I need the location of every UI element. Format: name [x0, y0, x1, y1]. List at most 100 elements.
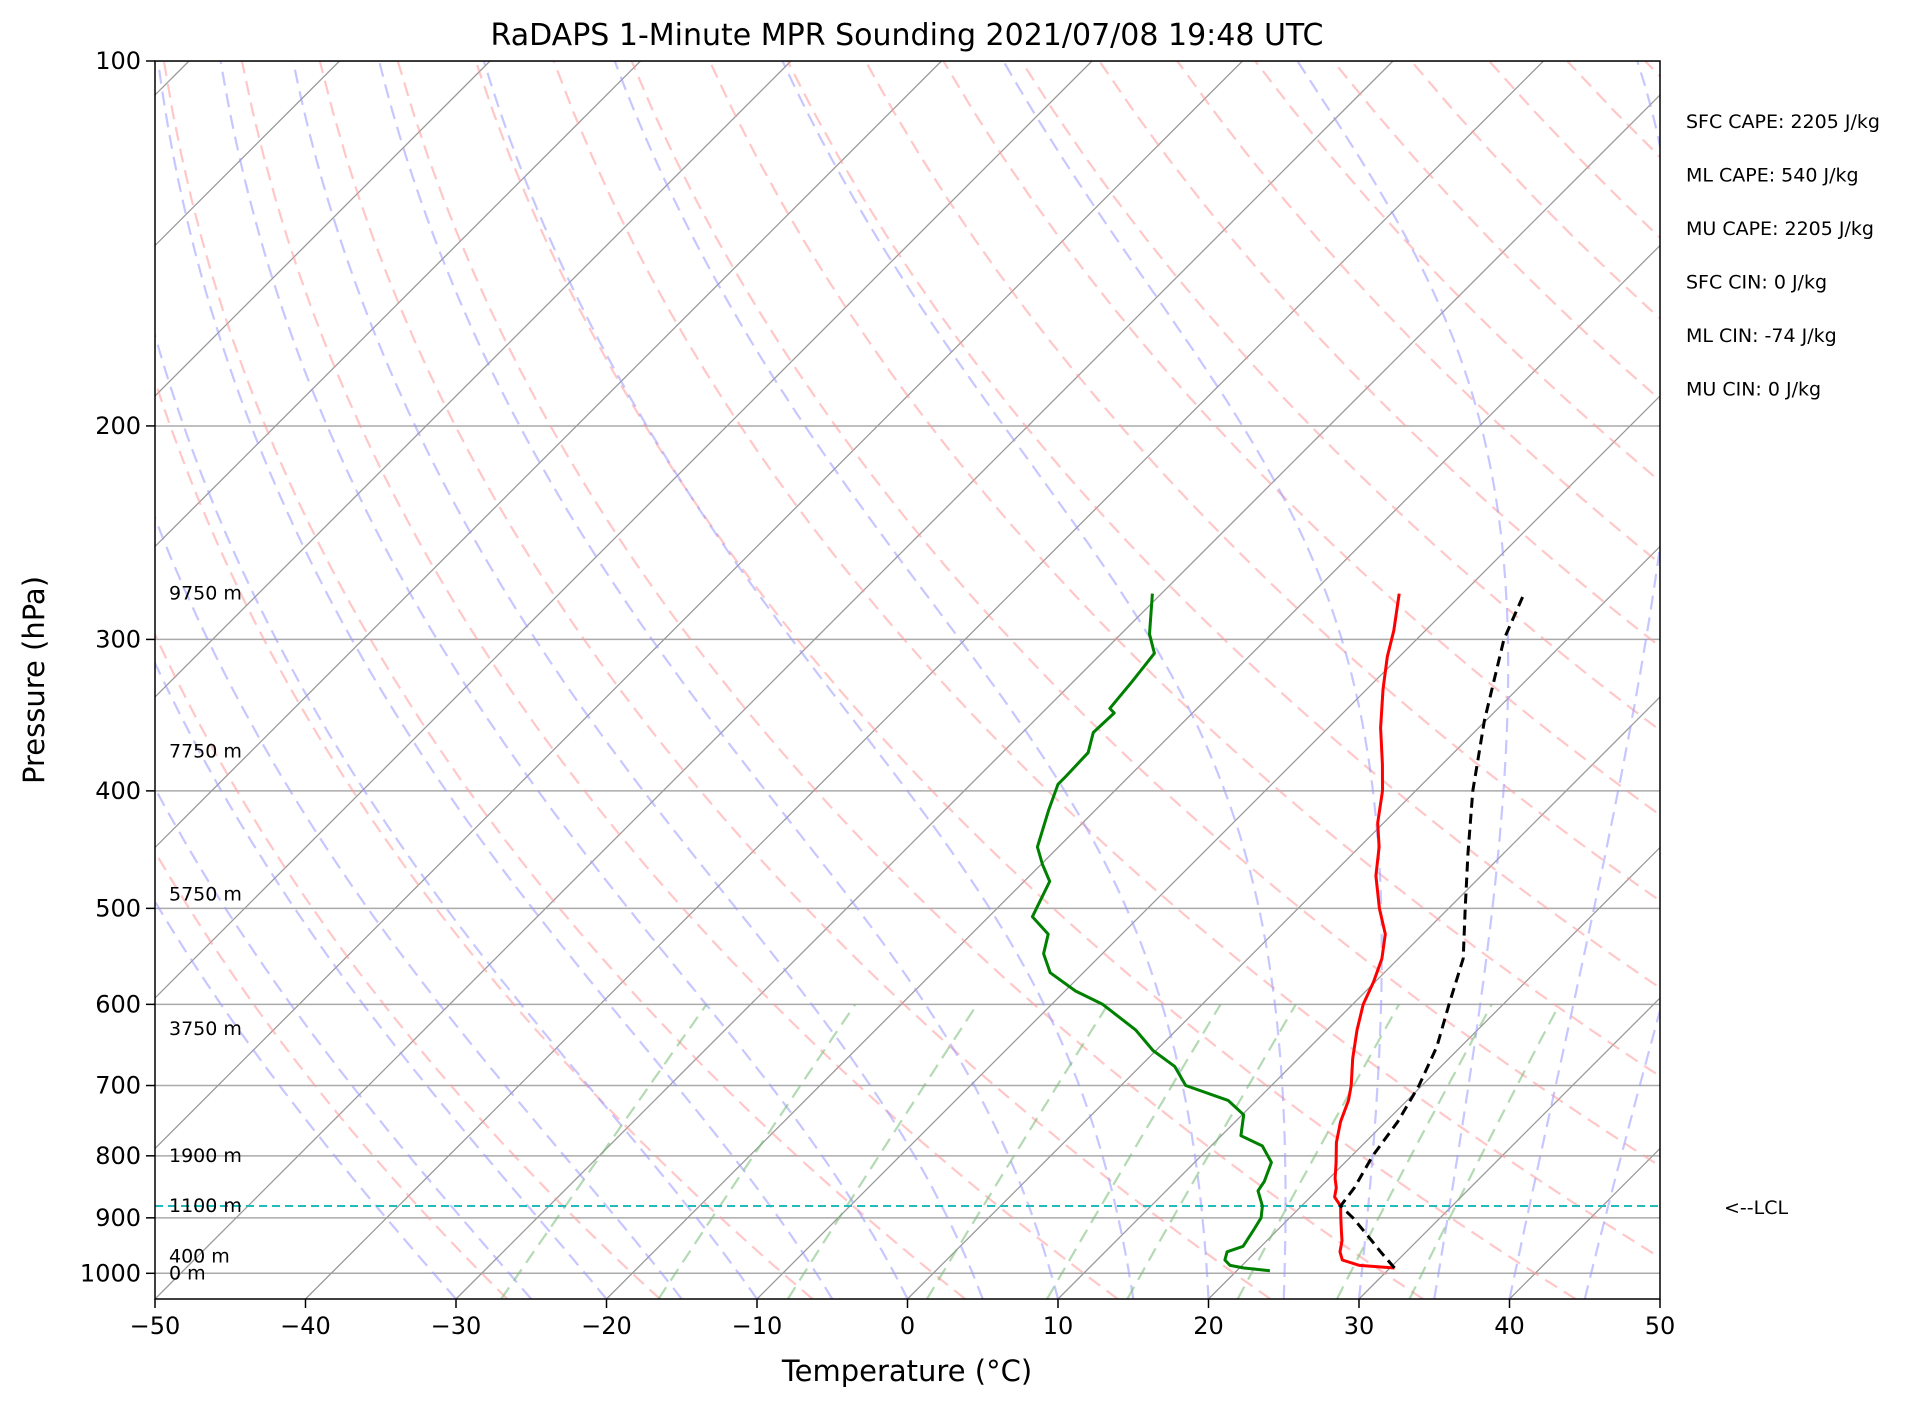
mixing-ratio-line: [657, 1003, 857, 1299]
y-axis-label: Pressure (hPa): [17, 576, 51, 784]
dry-adiabat-line: [1566, 61, 1660, 159]
dry-adiabat-line: [1410, 61, 1660, 320]
isotherm-line: [1208, 846, 1660, 1299]
background-lines: [155, 61, 1925, 1299]
height-label: 400 m: [169, 1246, 230, 1268]
index-label: SFC CAPE: 2205 J/kg: [1686, 111, 1880, 133]
dry-adiabat-line: [630, 61, 1660, 1168]
y-tick-label: 500: [95, 894, 141, 922]
dry-adiabat-line: [1332, 61, 1660, 402]
index-label: ML CAPE: 540 J/kg: [1686, 165, 1859, 187]
x-tick-label: 30: [1344, 1312, 1375, 1340]
moist-adiabat-line: [155, 515, 683, 1299]
dry-adiabat-line: [474, 61, 1577, 1299]
x-tick-label: 20: [1193, 1312, 1224, 1340]
dry-adiabat-line: [1254, 61, 1660, 483]
isotherm-line: [155, 61, 641, 548]
dry-adiabat-line: [155, 849, 509, 1299]
dewpoint-line: [1030, 593, 1273, 1273]
x-tick-label: −50: [130, 1312, 181, 1340]
mixing-ratio-line: [1046, 1003, 1222, 1299]
y-tick-label: 300: [95, 625, 141, 653]
dry-adiabat-line: [1020, 61, 1660, 732]
isotherm-line: [1509, 1147, 1660, 1299]
isotherm-line: [155, 61, 491, 397]
dry-adiabat-line: [1098, 61, 1660, 648]
moist-adiabat-line: [155, 660, 608, 1299]
height-label: 5750 m: [169, 883, 242, 905]
moist-adiabat-line: [155, 899, 457, 1299]
mixing-ratio-line: [1126, 1003, 1297, 1299]
y-tick-label: 200: [95, 412, 141, 440]
isotherm-line: [155, 61, 942, 849]
x-tick-label: 40: [1494, 1312, 1525, 1340]
height-label: 3750 m: [169, 1018, 242, 1040]
dry-adiabat-line: [162, 61, 966, 1299]
isotherm-line: [1358, 997, 1660, 1299]
y-tick-label: 1000: [80, 1259, 141, 1287]
mixing-ratio-line: [1336, 1003, 1493, 1299]
moist-adiabat-line: [155, 331, 758, 1299]
y-tick-label: 800: [95, 1142, 141, 1170]
chart-title: RaDAPS 1-Minute MPR Sounding 2021/07/08 …: [491, 18, 1324, 53]
dry-adiabat-line: [552, 61, 1660, 1259]
x-axis: −50 −40 −30 −20 −10 0 10 20 30 40 50: [130, 1299, 1676, 1340]
temperature-line: [1333, 593, 1401, 1270]
x-tick-label: −30: [431, 1312, 482, 1340]
lcl-label: <--LCL: [1724, 1197, 1788, 1219]
dry-adiabat-line: [318, 61, 1272, 1299]
y-tick-label: 600: [95, 990, 141, 1018]
dry-adiabat-line: [240, 61, 1119, 1299]
dry-adiabat-line: [155, 377, 814, 1299]
y-tick-label: 400: [95, 777, 141, 805]
dry-adiabat-line: [396, 61, 1424, 1299]
y-tick-label: 900: [95, 1204, 141, 1232]
mixing-ratio-line: [500, 1003, 708, 1299]
isotherm-line: [1057, 696, 1660, 1299]
height-label: 1900 m: [169, 1145, 242, 1167]
index-label: MU CIN: 0 J/kg: [1686, 379, 1821, 401]
isotherm-line: [155, 61, 1243, 1150]
height-label: 1100 m: [169, 1195, 242, 1217]
moist-adiabat-line: [1296, 61, 1510, 1299]
isotherm-line: [1659, 1298, 1660, 1299]
parcel-line: [1339, 592, 1526, 1269]
x-tick-label: 50: [1645, 1312, 1676, 1340]
mixing-ratio-line: [786, 1003, 979, 1299]
dry-adiabat-line: [1723, 61, 1925, 1299]
dry-adiabat-line: [1488, 61, 1660, 240]
isotherm-line: [756, 395, 1660, 1299]
dry-adiabat-line: [864, 61, 1660, 903]
dry-adiabat-line: [942, 61, 1660, 817]
dry-adiabat-line: [708, 61, 1660, 1078]
moist-adiabat-line: [482, 61, 1135, 1299]
index-label: MU CAPE: 2205 J/kg: [1686, 218, 1874, 240]
isotherm-line: [305, 61, 1544, 1299]
x-tick-label: 10: [1043, 1312, 1074, 1340]
moist-adiabat-line: [292, 61, 984, 1299]
isotherm-line: [155, 61, 1394, 1299]
height-label: 7750 m: [169, 740, 242, 762]
y-tick-label: 700: [95, 1072, 141, 1100]
height-label: 9750 m: [169, 583, 242, 605]
y-axis: 100 200 300 400 500 600 700 800 900 1000: [80, 47, 155, 1287]
stability-indices: SFC CAPE: 2205 J/kg ML CAPE: 540 J/kg MU C…: [1686, 111, 1880, 401]
isotherm-line: [155, 61, 792, 698]
x-axis-label: Temperature (°C): [781, 1354, 1032, 1388]
moist-adiabat-line: [1002, 61, 1383, 1299]
moist-adiabat-line: [1508, 61, 1660, 1299]
moist-adiabat-line: [219, 61, 909, 1299]
dry-adiabat-line: [1176, 61, 1660, 565]
isotherm-line: [1811, 61, 1925, 1299]
y-tick-label: 100: [95, 47, 141, 75]
isotherm-line: [155, 61, 1093, 999]
moist-adiabat-line: [781, 61, 1287, 1299]
moist-adiabat-line: [1583, 1006, 1660, 1299]
isotherm-line: [455, 94, 1660, 1299]
x-tick-label: −20: [581, 1312, 632, 1340]
moist-adiabat-line: [155, 786, 533, 1299]
index-label: SFC CIN: 0 J/kg: [1686, 272, 1827, 294]
mixing-ratio-line: [1236, 1003, 1400, 1299]
